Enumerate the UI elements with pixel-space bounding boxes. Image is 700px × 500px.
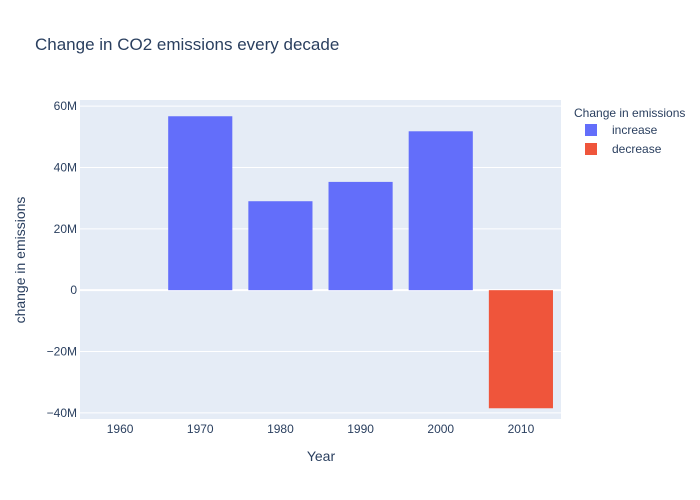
x-tick-label: 1990 bbox=[347, 422, 374, 436]
legend-swatch-increase[interactable] bbox=[585, 124, 597, 136]
y-axis-title: change in emissions bbox=[12, 197, 28, 324]
x-tick-label: 2000 bbox=[427, 422, 454, 436]
y-axis-ticks: −40M −20M 0 20M 40M 60M bbox=[47, 99, 78, 420]
chart-title: Change in CO2 emissions every decade bbox=[35, 35, 339, 54]
legend-swatch-decrease[interactable] bbox=[585, 143, 597, 155]
y-tick-label: −20M bbox=[47, 345, 77, 359]
x-tick-label: 2010 bbox=[508, 422, 535, 436]
y-tick-label: −40M bbox=[47, 406, 77, 420]
x-tick-label: 1960 bbox=[107, 422, 134, 436]
y-tick-label: 60M bbox=[54, 99, 77, 113]
bars bbox=[168, 116, 553, 409]
bar-1970 bbox=[168, 116, 233, 291]
y-tick-label: 40M bbox=[54, 160, 77, 174]
y-tick-label: 20M bbox=[54, 222, 77, 236]
legend-items: increase decrease bbox=[585, 123, 662, 156]
legend-label-increase[interactable]: increase bbox=[612, 123, 658, 137]
legend: Change in emissions increase decrease bbox=[574, 106, 685, 156]
x-axis-title: Year bbox=[307, 448, 336, 464]
plot-area bbox=[80, 100, 561, 419]
bar-1980 bbox=[248, 201, 313, 291]
legend-label-decrease[interactable]: decrease bbox=[612, 142, 662, 156]
gridlines bbox=[80, 105, 561, 414]
x-tick-label: 1970 bbox=[187, 422, 214, 436]
legend-title: Change in emissions bbox=[574, 106, 685, 120]
y-tick-label: 0 bbox=[70, 283, 77, 297]
bar-2000 bbox=[408, 131, 473, 291]
bar-1990 bbox=[328, 181, 393, 291]
x-axis-ticks: 1960 1970 1980 1990 2000 2010 bbox=[107, 422, 535, 436]
x-tick-label: 1980 bbox=[267, 422, 294, 436]
bar-2010 bbox=[488, 290, 553, 409]
